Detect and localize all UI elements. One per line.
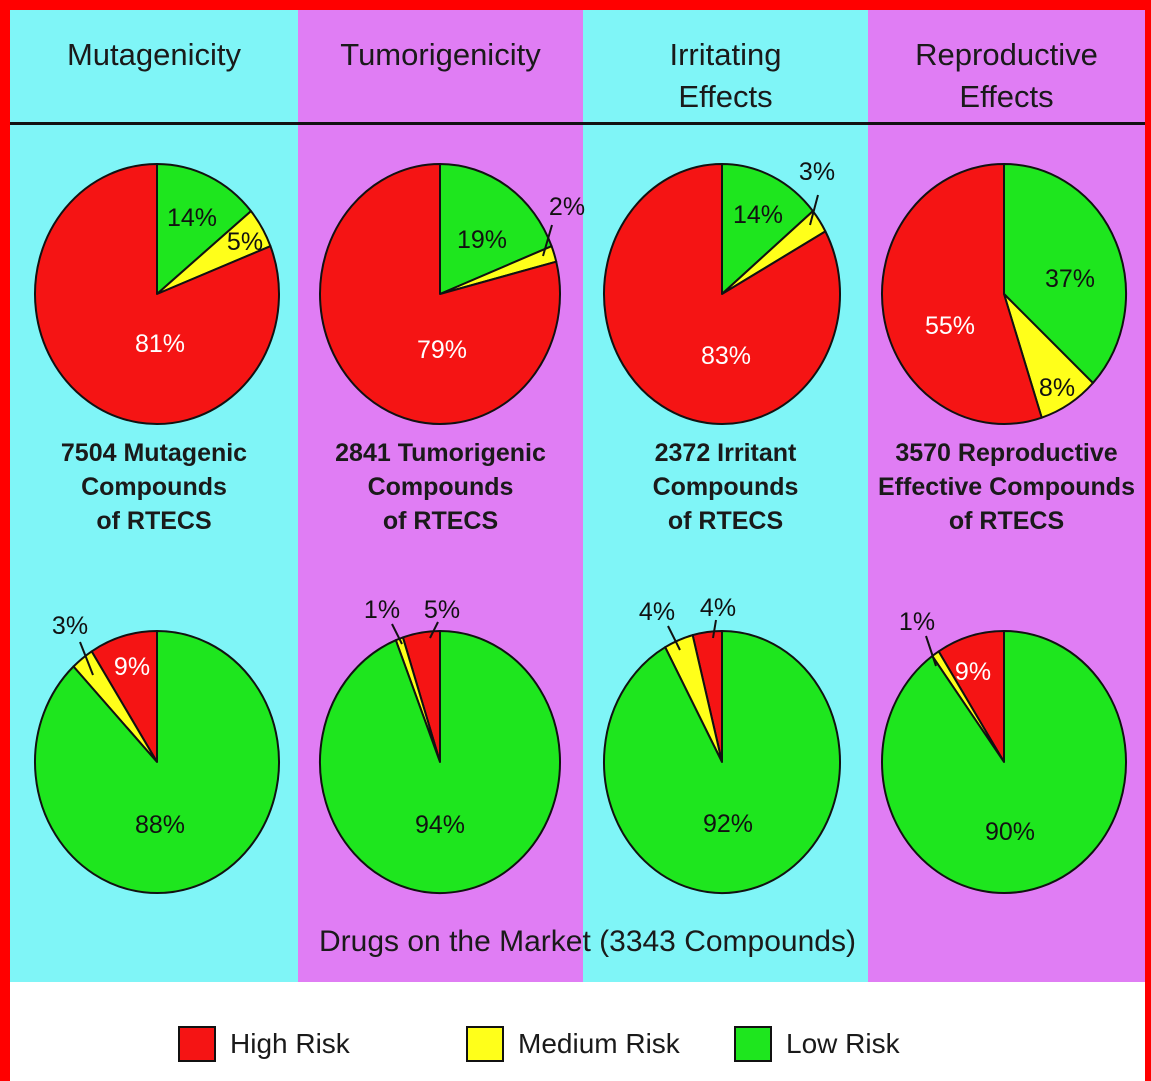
slice-label-low: 94% (415, 811, 465, 839)
footer-caption: Drugs on the Market (3343 Compounds) (319, 925, 856, 958)
slice-label-high: 5% (424, 596, 460, 624)
pie-slice-low-risk (721, 163, 814, 295)
slice-label-medium: 1% (899, 608, 935, 636)
slice-label-high: 83% (701, 342, 751, 370)
label-leader-line (429, 621, 439, 639)
rtecs-caption: 2372 Irritant Compounds of RTECS (652, 439, 799, 535)
label-leader-line (712, 619, 717, 639)
legend-swatch-medium (466, 1026, 504, 1062)
label-leader-line (79, 641, 94, 676)
slice-label-medium: 4% (639, 598, 675, 626)
pie-slice-low-risk (319, 630, 561, 894)
pie-slice-low-risk (1003, 163, 1127, 384)
rtecs-caption: 3570 Reproductive Effective Compounds of… (878, 439, 1135, 535)
pie-slice-high-risk (34, 163, 280, 425)
slice-label-high: 55% (925, 312, 975, 340)
legend-item-medium-risk: Medium Risk (466, 1022, 680, 1066)
slice-label-low: 14% (733, 201, 783, 229)
label-leader-line (809, 194, 819, 226)
pie-charts: 14% 5% 81% 9% 3% 88% 19% 2% 79% 5% 1% 94% 14% 3% 83% 4%… (34, 158, 1127, 894)
column-header: Mutagenicity (66, 37, 242, 72)
label-leader-line (667, 625, 681, 651)
slice-label-medium: 5% (227, 228, 263, 256)
pie-slice-low-risk (156, 163, 253, 295)
slice-label-medium: 8% (1039, 374, 1075, 402)
rtecs-caption: 7504 Mutagenic Compounds of RTECS (60, 439, 248, 535)
legend-swatch-low (734, 1026, 772, 1062)
pie-slice-high-risk (603, 163, 841, 425)
legend-label: Medium Risk (518, 1028, 680, 1059)
slice-label-low: 88% (135, 811, 185, 839)
slice-label-medium: 1% (364, 596, 400, 624)
slice-label-low: 92% (703, 810, 753, 838)
legend: High Risk Medium Risk Low Risk (10, 1022, 1145, 1072)
slice-label-medium: 3% (52, 612, 88, 640)
label-leader-line (925, 635, 937, 667)
slice-label-low: 14% (167, 204, 217, 232)
slice-label-high: 9% (955, 658, 991, 686)
column-header: Tumorigenicity (340, 37, 541, 72)
label-leader-line (391, 623, 403, 645)
legend-label: High Risk (230, 1028, 350, 1059)
slice-label-low: 37% (1045, 265, 1095, 293)
pie-slice-low-risk (881, 630, 1127, 894)
pie-slice-high-risk (319, 163, 561, 425)
slice-label-high: 81% (135, 330, 185, 358)
slice-label-medium: 3% (799, 158, 835, 186)
legend-label: Low Risk (786, 1028, 900, 1059)
label-leader-line (542, 224, 553, 257)
slice-label-high: 4% (700, 594, 736, 622)
pie-slice-low-risk (439, 163, 553, 295)
column-header: Irritating Effects (669, 37, 782, 114)
column-header: Reproductive Effects (915, 37, 1098, 114)
rtecs-caption: 2841 Tumorigenic Compounds of RTECS (335, 439, 546, 535)
legend-item-low-risk: Low Risk (734, 1022, 900, 1066)
legend-swatch-high (178, 1026, 216, 1062)
header-divider (10, 122, 1145, 125)
pie-slice-low-risk (34, 630, 280, 894)
pie-slice-low-risk (603, 630, 841, 894)
slice-label-medium: 2% (549, 193, 585, 221)
slice-label-low: 90% (985, 818, 1035, 846)
legend-item-high-risk: High Risk (178, 1022, 350, 1066)
slice-label-high: 79% (417, 336, 467, 364)
slice-label-high: 9% (114, 653, 150, 681)
slice-label-low: 19% (457, 226, 507, 254)
pie-slice-high-risk (881, 163, 1043, 425)
